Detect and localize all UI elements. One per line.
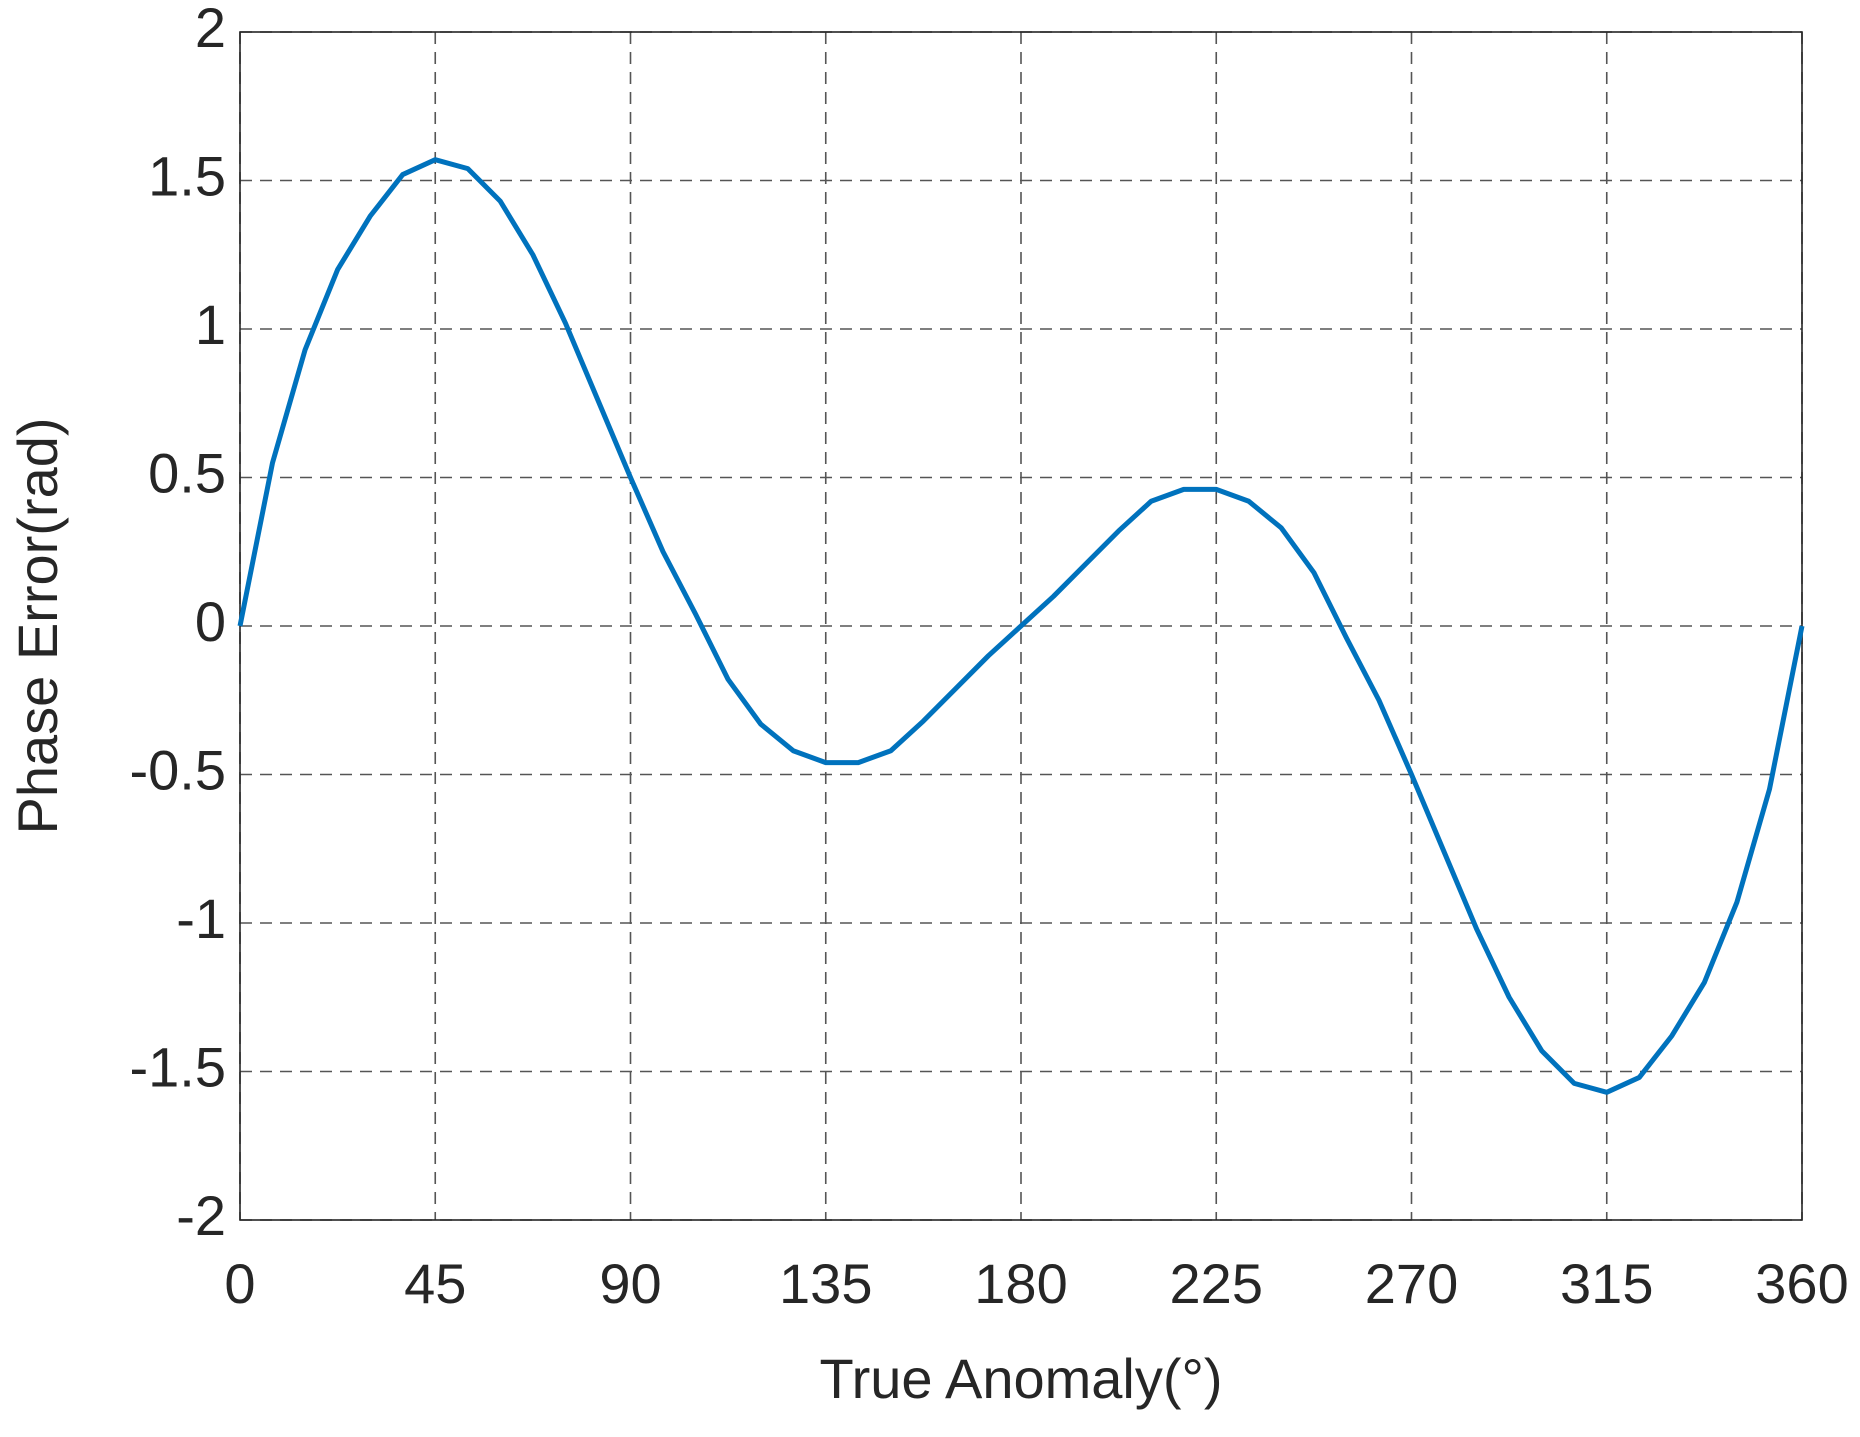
x-tick-label: 0: [224, 1252, 255, 1315]
y-tick-label: 2: [195, 0, 226, 59]
x-tick-label: 315: [1560, 1252, 1653, 1315]
x-tick-label: 45: [404, 1252, 466, 1315]
x-axis-label: True Anomaly(°): [819, 1347, 1222, 1410]
data-line: [237, 157, 1805, 1095]
x-tick-label: 225: [1170, 1252, 1263, 1315]
x-tick-label: 360: [1755, 1252, 1848, 1315]
y-tick-label: -1.5: [130, 1035, 227, 1098]
y-tick-label: 1: [195, 293, 226, 356]
y-tick-label: -1: [176, 887, 226, 950]
x-tick-label: 135: [779, 1252, 872, 1315]
x-tick-label: 90: [599, 1252, 661, 1315]
x-tick-label: 270: [1365, 1252, 1458, 1315]
y-tick-label: -2: [176, 1184, 226, 1247]
y-tick-label: 0.5: [148, 441, 226, 504]
x-tick-label: 180: [974, 1252, 1067, 1315]
y-tick-label: -0.5: [130, 738, 227, 801]
y-tick-label: 0: [195, 590, 226, 653]
y-axis-label: Phase Error(rad): [6, 417, 69, 834]
y-tick-label: 1.5: [148, 144, 226, 207]
